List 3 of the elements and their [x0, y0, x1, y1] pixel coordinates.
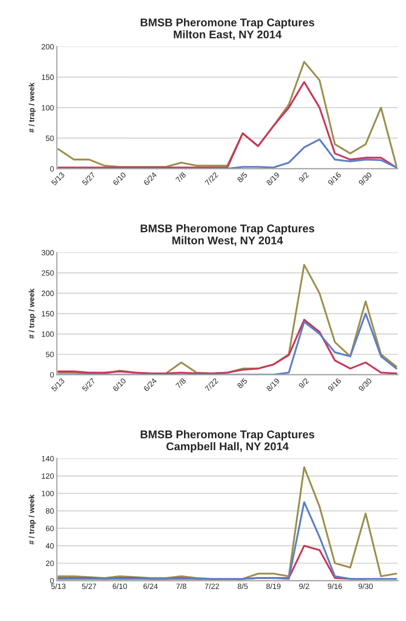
- chart-title: BMSB Pheromone Trap Captures Campbell Hall, NY 2014: [140, 430, 314, 452]
- chart-title: BMSB Pheromone Trap Captures Milton West, NY 2014: [140, 224, 314, 246]
- chart-title: BMSB Pheromone Trap Captures Milton East, NY 2014: [140, 18, 314, 40]
